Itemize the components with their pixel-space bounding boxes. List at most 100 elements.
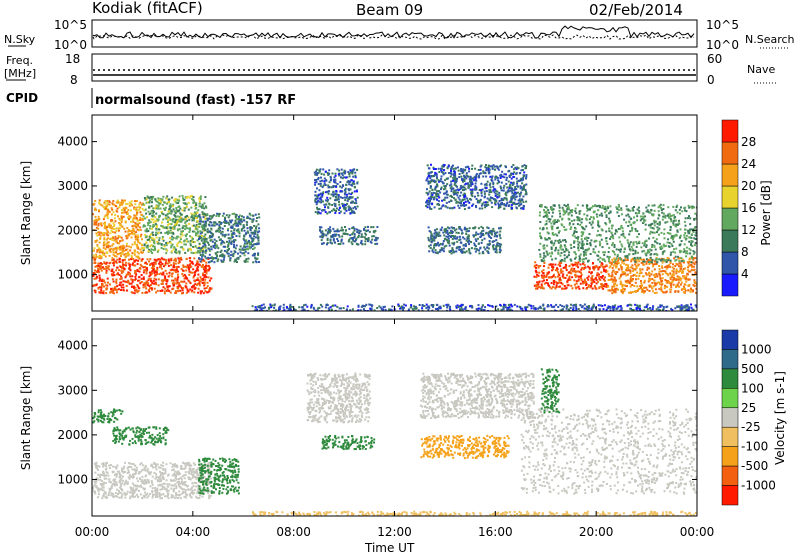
data-cell-3 bbox=[256, 217, 258, 219]
data-cell-3 bbox=[208, 230, 211, 233]
data-cell-1 bbox=[127, 216, 129, 219]
data-cell-7 bbox=[452, 243, 455, 246]
data-cell-8 bbox=[593, 268, 595, 271]
data-cell-1 bbox=[109, 250, 112, 253]
data-cell-9 bbox=[685, 277, 687, 280]
data-cell-4 bbox=[323, 180, 326, 183]
data-cell-7 bbox=[451, 242, 454, 245]
data-cell-0 bbox=[94, 272, 97, 275]
data-cell-7 bbox=[498, 233, 501, 236]
data-cell-7 bbox=[498, 227, 500, 230]
data-cell-1 bbox=[123, 245, 126, 248]
data-cell-6 bbox=[525, 174, 528, 177]
data-cell-10 bbox=[596, 205, 598, 208]
data-cell-10 bbox=[594, 251, 597, 254]
data-cell-7 bbox=[438, 231, 441, 234]
data-cell-6 bbox=[483, 204, 486, 207]
data-cell-9 bbox=[648, 278, 651, 281]
data-cell-10 bbox=[683, 220, 686, 223]
data-cell-10 bbox=[646, 209, 649, 212]
data-cell-9 bbox=[606, 270, 609, 273]
data-cell-4 bbox=[342, 185, 345, 187]
data-cell-0 bbox=[203, 287, 206, 290]
data-cell-3 bbox=[244, 259, 247, 262]
data-cell-1 bbox=[131, 243, 134, 246]
data-cell-10 bbox=[684, 209, 686, 212]
data-cell-9 bbox=[632, 268, 635, 271]
data-cell-0 bbox=[197, 265, 200, 268]
data-cell-7 bbox=[478, 249, 480, 252]
data-cell-1 bbox=[93, 223, 96, 226]
data-cell-6 bbox=[460, 191, 463, 194]
data-cell-7 bbox=[439, 234, 442, 237]
data-cell-7 bbox=[435, 228, 438, 231]
data-cell-6 bbox=[452, 191, 455, 194]
data-cell-9 bbox=[645, 286, 648, 289]
data-cell-10 bbox=[546, 244, 549, 247]
data-cell-8 bbox=[564, 263, 567, 266]
data-cell-6 bbox=[488, 193, 491, 196]
data-cell-0 bbox=[139, 267, 142, 270]
data-cell-3 bbox=[257, 239, 260, 242]
data-cell-9 bbox=[607, 273, 610, 276]
data-cell-4 bbox=[334, 181, 337, 184]
data-cell-2 bbox=[178, 215, 181, 218]
data-cell-10 bbox=[676, 204, 679, 207]
data-cell-1 bbox=[114, 235, 117, 238]
data-cell-5 bbox=[329, 241, 332, 244]
data-cell-7 bbox=[458, 246, 461, 249]
data-cell-6 bbox=[521, 165, 524, 168]
data-cell-9 bbox=[661, 277, 664, 280]
data-cell-3 bbox=[220, 249, 223, 252]
data-cell-8 bbox=[562, 273, 565, 276]
data-cell-9 bbox=[635, 261, 638, 264]
data-cell-2 bbox=[161, 238, 164, 240]
data-cell-0 bbox=[210, 277, 213, 280]
data-cell-0 bbox=[118, 273, 121, 276]
data-cell-3 bbox=[199, 247, 202, 250]
data-cell-1 bbox=[124, 206, 127, 209]
data-cell-6 bbox=[463, 198, 466, 201]
data-cell-3 bbox=[199, 232, 202, 235]
data-cell-1 bbox=[113, 225, 116, 227]
data-cell-5 bbox=[320, 226, 323, 229]
data-cell-0 bbox=[174, 259, 177, 262]
data-cell-2 bbox=[158, 242, 161, 245]
data-cell-1 bbox=[120, 236, 123, 239]
data-cell-6 bbox=[523, 171, 526, 174]
data-cell-6 bbox=[506, 201, 509, 204]
data-cell-7 bbox=[455, 228, 458, 231]
data-cell-0 bbox=[132, 264, 135, 267]
data-cell-0 bbox=[145, 291, 148, 294]
data-cell-4 bbox=[341, 190, 344, 193]
data-cell-9 bbox=[619, 275, 622, 278]
cpid-panel: CPID normalsound (fast) -157 RF bbox=[6, 88, 296, 108]
data-cell-1 bbox=[135, 224, 138, 227]
data-cell-0 bbox=[128, 268, 131, 270]
data-cell-6 bbox=[498, 191, 501, 194]
data-cell-8 bbox=[559, 265, 562, 268]
data-cell-2 bbox=[157, 199, 160, 202]
data-cell-6 bbox=[457, 201, 460, 204]
data-cell-1 bbox=[96, 239, 99, 242]
data-cell-9 bbox=[632, 274, 635, 277]
data-cell-0 bbox=[153, 277, 156, 280]
data-cell-7 bbox=[485, 232, 487, 235]
data-cell-6 bbox=[469, 183, 472, 186]
data-cell-1 bbox=[133, 208, 136, 210]
data-cell-6 bbox=[453, 174, 455, 177]
data-cell-0 bbox=[157, 278, 160, 281]
data-cell-5 bbox=[333, 233, 336, 236]
data-cell-7 bbox=[433, 243, 436, 246]
data-cell-0 bbox=[151, 264, 154, 267]
data-cell-7 bbox=[466, 237, 469, 240]
data-cell-7 bbox=[448, 227, 451, 230]
data-cell-6 bbox=[510, 207, 513, 209]
data-cell-3 bbox=[208, 253, 211, 256]
data-cell-6 bbox=[501, 203, 504, 206]
data-cell-2 bbox=[174, 212, 177, 215]
data-cell-3 bbox=[235, 214, 238, 217]
data-cell-9 bbox=[664, 270, 667, 273]
data-cell-6 bbox=[427, 182, 430, 185]
data-cell-1 bbox=[95, 223, 98, 226]
